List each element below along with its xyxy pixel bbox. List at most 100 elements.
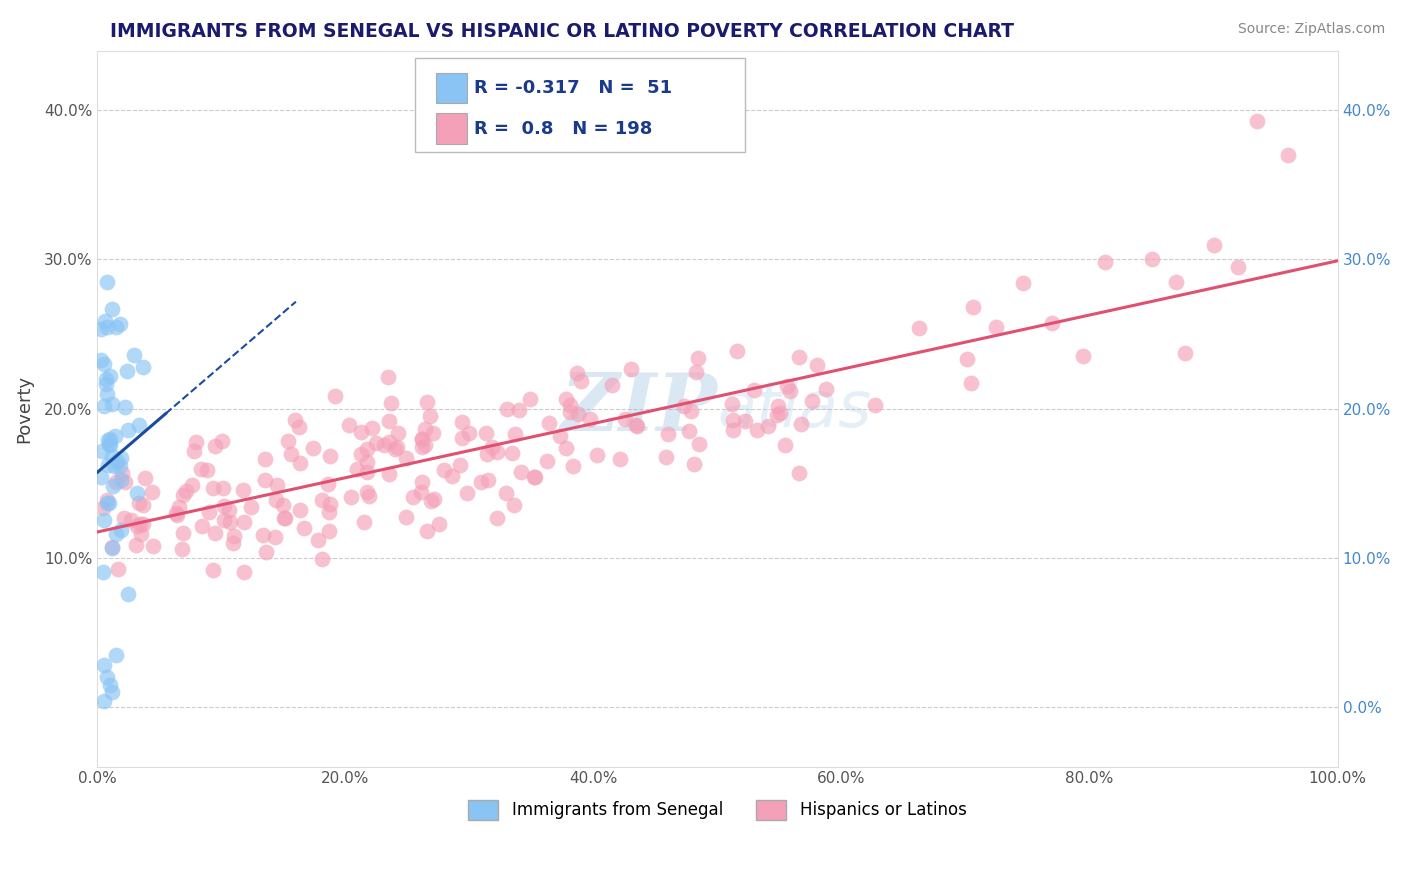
Point xyxy=(277,434,299,448)
Point xyxy=(96,493,118,508)
Point xyxy=(128,496,150,510)
Point xyxy=(129,517,152,532)
Point xyxy=(502,498,524,512)
Point xyxy=(554,441,576,455)
Point xyxy=(103,479,125,493)
Text: R = -0.317   N =  51: R = -0.317 N = 51 xyxy=(474,78,672,97)
Point xyxy=(766,399,789,413)
Point xyxy=(560,405,582,419)
Point xyxy=(132,499,155,513)
Point xyxy=(316,476,339,491)
Point xyxy=(198,505,221,519)
Point xyxy=(1040,316,1063,330)
Point xyxy=(90,353,112,368)
Point xyxy=(560,398,582,412)
Point xyxy=(485,511,508,525)
Y-axis label: Poverty: Poverty xyxy=(15,375,32,442)
Point xyxy=(98,432,121,446)
Point xyxy=(166,508,188,523)
Point xyxy=(441,469,464,483)
Point xyxy=(685,365,707,379)
Point xyxy=(96,377,118,392)
Point xyxy=(387,425,409,440)
Point xyxy=(264,531,287,545)
Point xyxy=(422,425,444,440)
Point xyxy=(790,417,813,431)
Point xyxy=(311,552,333,566)
Point xyxy=(122,348,145,362)
Point xyxy=(190,462,212,476)
Point xyxy=(377,434,399,449)
Point xyxy=(111,467,134,481)
Point xyxy=(103,458,125,473)
Point xyxy=(311,493,333,508)
Point xyxy=(191,519,214,533)
Point xyxy=(288,420,311,434)
Point xyxy=(101,540,124,554)
Point xyxy=(132,516,155,531)
Point xyxy=(91,444,114,458)
Point xyxy=(485,445,508,459)
Point xyxy=(125,519,148,533)
Point xyxy=(302,441,325,455)
Point xyxy=(1166,275,1188,289)
Point xyxy=(101,301,124,316)
Point xyxy=(779,384,801,399)
Point xyxy=(548,428,571,442)
Point xyxy=(356,455,378,469)
Point xyxy=(141,485,163,500)
Point xyxy=(288,503,311,517)
Point xyxy=(346,461,368,475)
Point xyxy=(475,447,498,461)
Point xyxy=(609,451,631,466)
Point xyxy=(93,357,115,371)
Point xyxy=(384,442,406,457)
Point xyxy=(567,408,589,422)
Point xyxy=(174,484,197,499)
Point xyxy=(134,471,156,485)
Point xyxy=(569,374,592,388)
Point xyxy=(986,320,1008,334)
Point xyxy=(353,515,375,529)
Point xyxy=(91,565,114,579)
Point xyxy=(523,470,546,484)
Point xyxy=(170,541,193,556)
Point xyxy=(101,541,124,556)
Point xyxy=(232,483,254,498)
Point xyxy=(239,500,262,515)
Point xyxy=(395,509,418,524)
Point xyxy=(357,489,380,503)
Point xyxy=(1012,276,1035,290)
Point xyxy=(91,501,114,516)
Point xyxy=(356,442,378,456)
Point xyxy=(96,372,118,386)
Point xyxy=(519,392,541,406)
Point xyxy=(378,467,401,482)
Point xyxy=(101,685,124,699)
Point xyxy=(93,399,115,413)
Point xyxy=(165,506,187,520)
Point xyxy=(523,470,546,484)
Point xyxy=(292,521,315,535)
Point xyxy=(620,362,643,376)
Point xyxy=(673,399,696,413)
Point xyxy=(721,413,744,427)
Text: atlas: atlas xyxy=(717,377,872,440)
Point xyxy=(129,526,152,541)
Point xyxy=(959,376,981,391)
Point xyxy=(565,366,588,380)
Point xyxy=(555,392,578,406)
Point xyxy=(495,485,517,500)
Point xyxy=(1246,113,1268,128)
Point xyxy=(117,586,139,600)
Point xyxy=(125,486,148,500)
Point xyxy=(734,414,756,428)
Point xyxy=(97,496,120,510)
Point xyxy=(195,463,218,477)
Point xyxy=(411,440,433,454)
Point xyxy=(204,526,226,541)
Point xyxy=(183,443,205,458)
Point xyxy=(727,343,749,358)
Point xyxy=(264,492,287,507)
Point xyxy=(1094,255,1116,269)
